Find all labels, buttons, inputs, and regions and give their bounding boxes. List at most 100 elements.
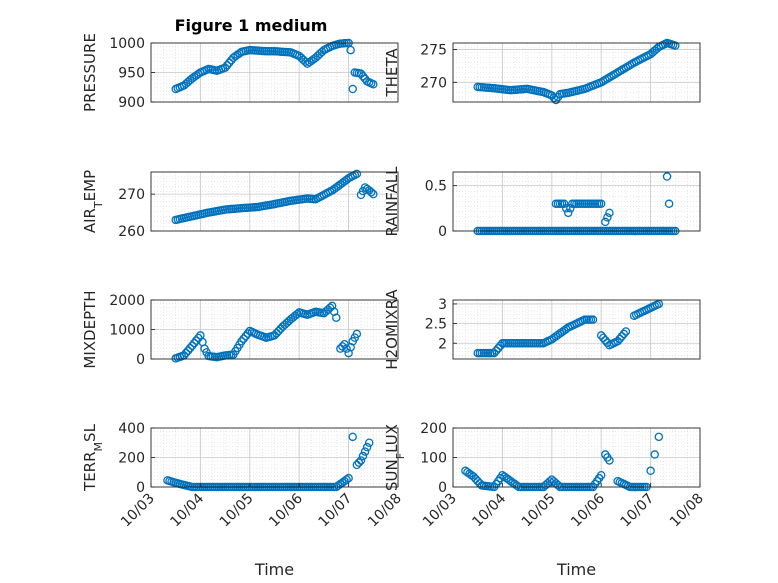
- data-point: [561, 204, 571, 213]
- data-point: [561, 88, 571, 98]
- data-point: [342, 344, 351, 353]
- data-point: [282, 318, 292, 328]
- data-point: [465, 469, 474, 478]
- data-point: [650, 450, 659, 459]
- data-point: [301, 309, 310, 319]
- subplot-6: 2 2.5 3 H2OMIXRA: [383, 289, 701, 370]
- data-point: [652, 300, 662, 310]
- data-point: [284, 196, 294, 206]
- data-point: [346, 45, 355, 55]
- data-point: [502, 473, 511, 483]
- data-point: [198, 337, 207, 347]
- data-point: [268, 47, 277, 56]
- y-tick-label: 1000: [109, 36, 145, 52]
- data-point: [185, 482, 195, 491]
- y-tick-label: 270: [420, 75, 447, 91]
- data-point: [243, 329, 252, 338]
- data-point: [545, 336, 554, 345]
- data-point: [187, 341, 197, 350]
- axes-frame: [452, 299, 701, 360]
- y-tick-label: 400: [118, 421, 145, 437]
- data-point: [601, 217, 610, 227]
- data-point: [315, 49, 325, 59]
- y-tick-label: 2.5: [425, 317, 447, 333]
- data-point: [366, 79, 376, 88]
- data-point: [301, 57, 310, 66]
- data-point: [599, 333, 608, 343]
- data-point: [241, 331, 250, 341]
- data-point: [605, 208, 614, 218]
- data-point: [603, 453, 612, 462]
- data-point: [346, 342, 355, 352]
- data-point: [650, 46, 659, 55]
- data-point: [218, 205, 228, 215]
- y-tick-label: 0: [136, 352, 145, 368]
- data-point: [358, 71, 368, 81]
- data-point: [259, 46, 269, 56]
- y-tick-label: 950: [118, 66, 145, 82]
- data-point: [183, 346, 193, 355]
- data-point: [202, 65, 211, 75]
- data-point: [594, 199, 604, 209]
- data-point: [354, 458, 364, 467]
- data-point: [660, 39, 670, 49]
- y-axis-label: THETA: [383, 48, 401, 98]
- data-point: [309, 308, 318, 317]
- data-point: [259, 332, 269, 342]
- data-point: [611, 69, 620, 78]
- y-tick-label: 200: [118, 451, 145, 467]
- data-point: [340, 476, 349, 486]
- data-point: [350, 333, 360, 342]
- y-tick-label: 1000: [109, 323, 145, 339]
- subplot-1: 900 950 1000 PRESSURE: [81, 33, 399, 112]
- data-point: [251, 46, 261, 55]
- y-axis-label: AIRTEMP: [81, 170, 105, 233]
- data-point: [512, 481, 522, 490]
- axes-frame: [452, 42, 701, 103]
- data-point: [235, 340, 244, 349]
- y-axis-label: H2OMIXRA: [383, 289, 401, 370]
- data-point: [473, 476, 482, 486]
- data-point: [646, 466, 655, 476]
- data-point: [268, 200, 277, 209]
- y-tick-label: 0: [136, 480, 145, 496]
- data-point: [344, 348, 353, 358]
- data-point: [601, 336, 610, 345]
- data-point: [621, 327, 631, 336]
- data-point: [350, 170, 360, 180]
- data-point: [348, 432, 357, 442]
- figure-title: Figure 1 medium: [175, 16, 328, 35]
- y-tick-label: 0: [438, 224, 447, 240]
- data-point: [235, 204, 244, 213]
- y-tick-label: 900: [118, 95, 145, 111]
- data-point: [181, 348, 191, 358]
- data-point: [329, 307, 339, 317]
- x-axis-label: Time: [556, 560, 596, 579]
- data-point: [360, 447, 370, 456]
- axes-frame: [150, 171, 399, 232]
- data-point: [189, 338, 199, 348]
- data-point: [615, 334, 624, 344]
- data-point: [487, 83, 497, 93]
- y-tick-label: 260: [118, 224, 145, 240]
- data-point: [183, 77, 193, 87]
- data-point: [334, 39, 343, 49]
- data-point: [366, 188, 376, 197]
- data-point: [520, 339, 530, 348]
- y-axis-label: PRESSURE: [81, 33, 99, 112]
- data-point: [596, 331, 606, 340]
- data-point: [603, 213, 612, 222]
- y-axis-label: MIXDEPTH: [81, 290, 99, 368]
- data-point: [292, 309, 302, 319]
- data-point: [218, 351, 228, 361]
- subplot-5: 0 1000 2000 MIXDEPTH: [81, 290, 399, 369]
- data-point: [559, 326, 569, 335]
- data-point: [358, 186, 368, 196]
- y-tick-label: 2: [438, 336, 447, 352]
- y-axis-label: TERRMSL: [81, 423, 105, 492]
- data-point: [494, 343, 503, 353]
- data-point: [331, 313, 341, 322]
- axes-frame: [452, 171, 701, 232]
- data-point: [210, 352, 220, 362]
- y-tick-label: 0: [438, 480, 447, 496]
